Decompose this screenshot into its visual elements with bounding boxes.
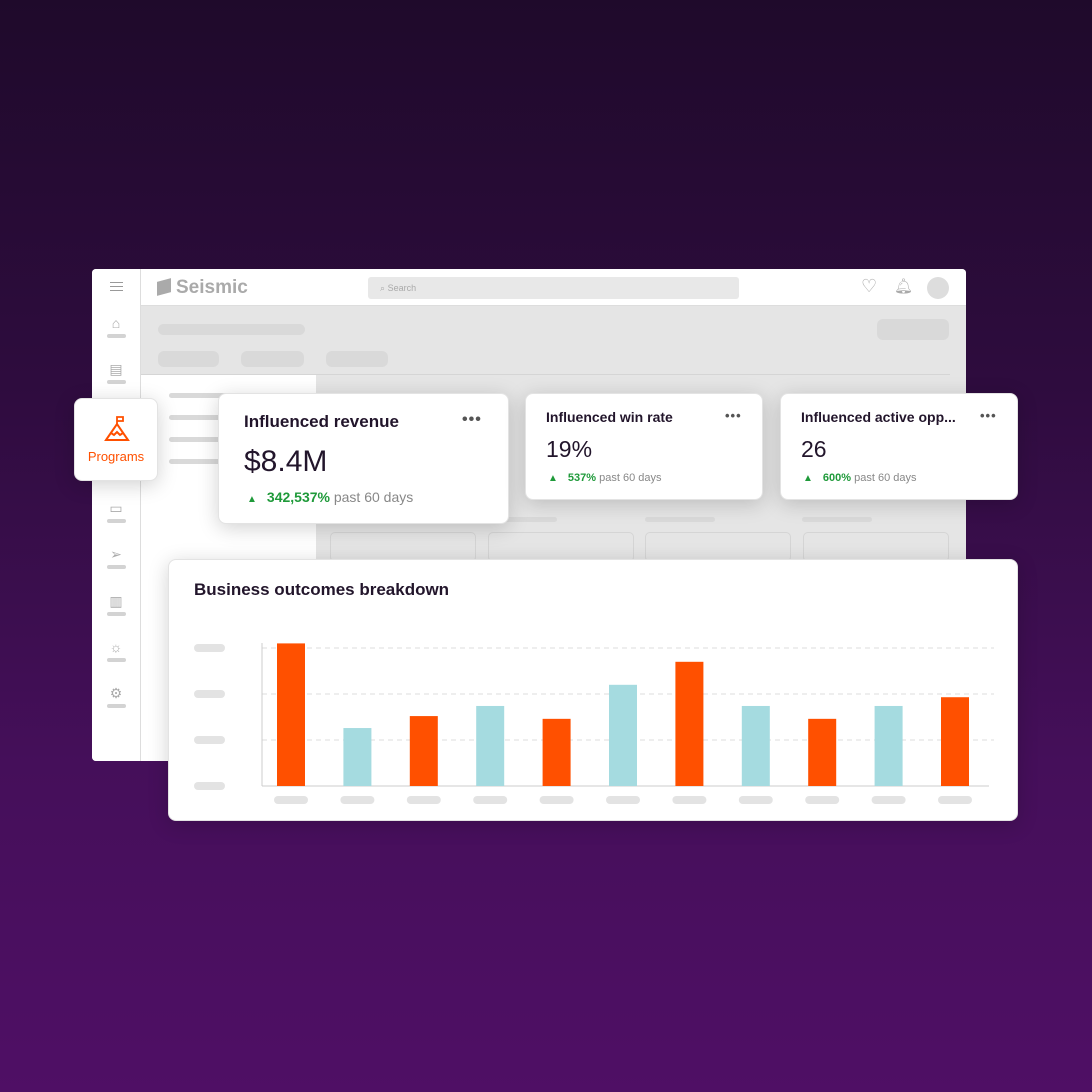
x-tick-label-placeholder [406,796,441,804]
menu-icon[interactable] [110,282,123,291]
more-options-icon[interactable]: ••• [462,411,482,428]
notifications-bell-icon[interactable]: 🔔︎ [894,278,914,295]
ideas-icon[interactable]: ☼ [109,639,123,655]
kpi-card-influenced-active-opportunities: Influenced active opp... ••• 26 ▲ 600% pa… [780,393,1018,500]
bar [476,705,505,786]
x-tick-label-placeholder [805,796,840,804]
folder-icon[interactable]: ▭ [109,500,123,516]
chart-title: Business outcomes breakdown [194,580,450,599]
settings-icon[interactable]: ⚙ [109,685,123,701]
programs-flag-mountain-icon [104,416,130,441]
business-outcomes-card: Business outcomes breakdown [168,559,1018,821]
trend-up-icon: ▲ [548,473,558,484]
bar [808,718,837,786]
bar [941,697,969,786]
kpi-value: 19% [546,436,593,462]
bar [277,643,305,786]
bar [609,684,637,786]
x-tick-label-placeholder [871,796,906,804]
bar [741,705,770,786]
bar [542,718,571,786]
kpi-value: $8.4M [244,445,328,478]
kpi-title: Influenced win rate [546,409,673,425]
x-tick-label-placeholder [473,796,508,804]
trend-up-icon: ▲ [247,494,257,505]
x-tick-label-placeholder [340,796,375,804]
x-tick-label-placeholder [274,796,308,804]
search-icon: ⌕ [380,283,386,293]
y-tick-label-placeholder [194,782,225,790]
bar [409,716,438,786]
kpi-delta: ▲ 342,537% past 60 days [247,489,414,505]
bar [675,661,704,786]
avatar[interactable] [927,277,949,299]
bar [343,728,372,786]
x-tick-label-placeholder [539,796,574,804]
bar [874,705,903,786]
top-bar: Seismic ⌕ Search ♡ 🔔︎ [141,269,966,306]
search-input[interactable]: ⌕ Search [368,277,739,299]
kpi-delta: ▲ 537% past 60 days [548,472,662,484]
kpi-value: 26 [801,436,827,462]
programs-label: Programs [87,449,145,464]
more-options-icon[interactable]: ••• [980,408,997,423]
trend-up-icon: ▲ [803,473,813,484]
logo: Seismic [157,277,248,299]
y-tick-label-placeholder [194,644,225,652]
y-tick-label-placeholder [194,736,225,744]
kpi-card-influenced-revenue: Influenced revenue ••• $8.4M ▲ 342,537% p… [218,393,509,524]
more-options-icon[interactable]: ••• [725,408,742,423]
analytics-icon[interactable]: ▥ [109,593,123,609]
kpi-title: Influenced revenue [244,412,399,431]
logo-mark-icon [157,278,171,296]
bar-chart [194,643,994,804]
nav-rail: ⌂ ▤ ▭ ➢ ▥ ☼ ⚙ [92,269,141,761]
x-tick-label-placeholder [738,796,773,804]
x-tick-label-placeholder [938,796,972,804]
logo-text: Seismic [176,277,248,298]
kpi-delta: ▲ 600% past 60 days [803,472,917,484]
kpi-card-influenced-win-rate: Influenced win rate ••• 19% ▲ 537% past 6… [525,393,763,500]
notes-icon[interactable]: ▤ [109,361,123,377]
home-icon[interactable]: ⌂ [111,315,121,331]
x-tick-label-placeholder [606,796,640,804]
send-icon[interactable]: ➢ [110,546,122,562]
sidebar-item-programs[interactable]: Programs [74,398,158,481]
favorites-heart-icon[interactable]: ♡ [861,276,878,296]
kpi-title: Influenced active opp... [801,409,956,425]
y-tick-label-placeholder [194,690,225,698]
x-tick-label-placeholder [672,796,707,804]
search-placeholder: Search [387,283,417,293]
